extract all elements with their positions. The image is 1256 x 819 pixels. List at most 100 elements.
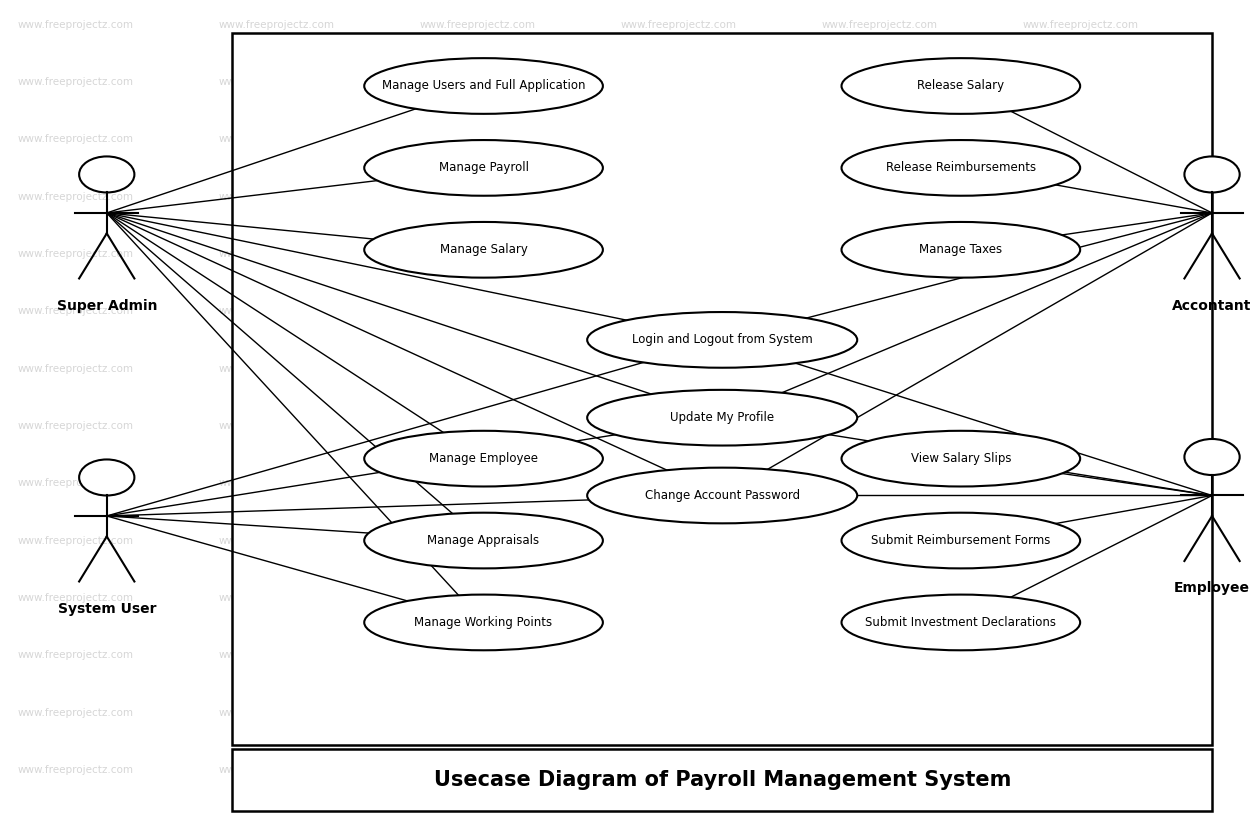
Text: www.freeprojectz.com: www.freeprojectz.com (18, 765, 133, 775)
Ellipse shape (364, 513, 603, 568)
Text: www.freeprojectz.com: www.freeprojectz.com (1022, 364, 1138, 373)
Ellipse shape (364, 431, 603, 486)
Text: www.freeprojectz.com: www.freeprojectz.com (1022, 192, 1138, 201)
Ellipse shape (842, 140, 1080, 196)
Text: www.freeprojectz.com: www.freeprojectz.com (620, 306, 736, 316)
Text: www.freeprojectz.com: www.freeprojectz.com (219, 364, 334, 373)
Text: www.freeprojectz.com: www.freeprojectz.com (1022, 593, 1138, 603)
Text: www.freeprojectz.com: www.freeprojectz.com (420, 765, 535, 775)
Text: www.freeprojectz.com: www.freeprojectz.com (219, 593, 334, 603)
Text: www.freeprojectz.com: www.freeprojectz.com (821, 421, 937, 431)
Ellipse shape (79, 156, 134, 192)
Text: www.freeprojectz.com: www.freeprojectz.com (821, 536, 937, 545)
Text: www.freeprojectz.com: www.freeprojectz.com (219, 478, 334, 488)
Ellipse shape (842, 222, 1080, 278)
Text: Manage Employee: Manage Employee (430, 452, 538, 465)
Ellipse shape (587, 390, 857, 446)
Text: www.freeprojectz.com: www.freeprojectz.com (219, 306, 334, 316)
Text: www.freeprojectz.com: www.freeprojectz.com (821, 593, 937, 603)
Text: Accontant: Accontant (1172, 299, 1252, 313)
Text: www.freeprojectz.com: www.freeprojectz.com (420, 364, 535, 373)
Ellipse shape (842, 595, 1080, 650)
Text: www.freeprojectz.com: www.freeprojectz.com (219, 421, 334, 431)
Text: Login and Logout from System: Login and Logout from System (632, 333, 813, 346)
Text: www.freeprojectz.com: www.freeprojectz.com (1022, 421, 1138, 431)
Text: www.freeprojectz.com: www.freeprojectz.com (219, 765, 334, 775)
Text: www.freeprojectz.com: www.freeprojectz.com (420, 708, 535, 717)
Text: www.freeprojectz.com: www.freeprojectz.com (18, 306, 133, 316)
Text: www.freeprojectz.com: www.freeprojectz.com (821, 134, 937, 144)
Text: www.freeprojectz.com: www.freeprojectz.com (821, 765, 937, 775)
Text: www.freeprojectz.com: www.freeprojectz.com (1022, 536, 1138, 545)
Text: www.freeprojectz.com: www.freeprojectz.com (620, 134, 736, 144)
Text: Change Account Password: Change Account Password (644, 489, 800, 502)
Text: www.freeprojectz.com: www.freeprojectz.com (420, 192, 535, 201)
Text: www.freeprojectz.com: www.freeprojectz.com (620, 536, 736, 545)
Text: Release Salary: Release Salary (917, 79, 1005, 93)
Text: www.freeprojectz.com: www.freeprojectz.com (1022, 20, 1138, 29)
Text: Manage Appraisals: Manage Appraisals (427, 534, 540, 547)
Text: Super Admin: Super Admin (57, 299, 157, 313)
Ellipse shape (364, 58, 603, 114)
Text: www.freeprojectz.com: www.freeprojectz.com (821, 192, 937, 201)
Text: www.freeprojectz.com: www.freeprojectz.com (1022, 708, 1138, 717)
Text: Usecase Diagram of Payroll Management System: Usecase Diagram of Payroll Management Sy… (433, 770, 1011, 790)
Ellipse shape (1184, 439, 1240, 475)
Ellipse shape (79, 459, 134, 495)
Text: www.freeprojectz.com: www.freeprojectz.com (1022, 134, 1138, 144)
Text: Manage Salary: Manage Salary (440, 243, 528, 256)
Text: View Salary Slips: View Salary Slips (911, 452, 1011, 465)
Text: www.freeprojectz.com: www.freeprojectz.com (420, 77, 535, 87)
Text: www.freeprojectz.com: www.freeprojectz.com (18, 364, 133, 373)
Text: Update My Profile: Update My Profile (671, 411, 774, 424)
Text: www.freeprojectz.com: www.freeprojectz.com (1022, 765, 1138, 775)
Text: Release Reimbursements: Release Reimbursements (885, 161, 1036, 174)
Text: www.freeprojectz.com: www.freeprojectz.com (420, 134, 535, 144)
Text: www.freeprojectz.com: www.freeprojectz.com (18, 478, 133, 488)
Ellipse shape (587, 468, 857, 523)
Text: www.freeprojectz.com: www.freeprojectz.com (420, 249, 535, 259)
Text: www.freeprojectz.com: www.freeprojectz.com (18, 650, 133, 660)
Text: www.freeprojectz.com: www.freeprojectz.com (821, 708, 937, 717)
Text: www.freeprojectz.com: www.freeprojectz.com (620, 364, 736, 373)
Text: www.freeprojectz.com: www.freeprojectz.com (219, 708, 334, 717)
Text: www.freeprojectz.com: www.freeprojectz.com (620, 593, 736, 603)
Text: www.freeprojectz.com: www.freeprojectz.com (821, 478, 937, 488)
Text: www.freeprojectz.com: www.freeprojectz.com (821, 249, 937, 259)
Text: Manage Taxes: Manage Taxes (919, 243, 1002, 256)
Text: www.freeprojectz.com: www.freeprojectz.com (18, 536, 133, 545)
Text: www.freeprojectz.com: www.freeprojectz.com (1022, 249, 1138, 259)
Text: www.freeprojectz.com: www.freeprojectz.com (620, 77, 736, 87)
Text: www.freeprojectz.com: www.freeprojectz.com (420, 650, 535, 660)
Ellipse shape (364, 595, 603, 650)
Text: www.freeprojectz.com: www.freeprojectz.com (18, 708, 133, 717)
Text: www.freeprojectz.com: www.freeprojectz.com (18, 134, 133, 144)
Ellipse shape (1184, 156, 1240, 192)
Text: www.freeprojectz.com: www.freeprojectz.com (1022, 478, 1138, 488)
Text: Manage Users and Full Application: Manage Users and Full Application (382, 79, 585, 93)
Text: www.freeprojectz.com: www.freeprojectz.com (1022, 77, 1138, 87)
Text: www.freeprojectz.com: www.freeprojectz.com (219, 536, 334, 545)
Ellipse shape (364, 222, 603, 278)
Text: www.freeprojectz.com: www.freeprojectz.com (18, 249, 133, 259)
Text: www.freeprojectz.com: www.freeprojectz.com (821, 20, 937, 29)
Text: www.freeprojectz.com: www.freeprojectz.com (420, 421, 535, 431)
Ellipse shape (364, 140, 603, 196)
Text: www.freeprojectz.com: www.freeprojectz.com (620, 650, 736, 660)
Text: Submit Reimbursement Forms: Submit Reimbursement Forms (872, 534, 1050, 547)
Text: www.freeprojectz.com: www.freeprojectz.com (821, 364, 937, 373)
Text: www.freeprojectz.com: www.freeprojectz.com (18, 421, 133, 431)
Text: www.freeprojectz.com: www.freeprojectz.com (1022, 650, 1138, 660)
Text: www.freeprojectz.com: www.freeprojectz.com (420, 20, 535, 29)
Text: www.freeprojectz.com: www.freeprojectz.com (219, 650, 334, 660)
Text: Manage Working Points: Manage Working Points (414, 616, 553, 629)
Text: www.freeprojectz.com: www.freeprojectz.com (219, 192, 334, 201)
Text: www.freeprojectz.com: www.freeprojectz.com (219, 249, 334, 259)
Text: www.freeprojectz.com: www.freeprojectz.com (18, 77, 133, 87)
Text: www.freeprojectz.com: www.freeprojectz.com (821, 650, 937, 660)
Text: www.freeprojectz.com: www.freeprojectz.com (420, 536, 535, 545)
Text: www.freeprojectz.com: www.freeprojectz.com (420, 593, 535, 603)
Text: www.freeprojectz.com: www.freeprojectz.com (420, 306, 535, 316)
Text: www.freeprojectz.com: www.freeprojectz.com (620, 421, 736, 431)
Ellipse shape (842, 431, 1080, 486)
